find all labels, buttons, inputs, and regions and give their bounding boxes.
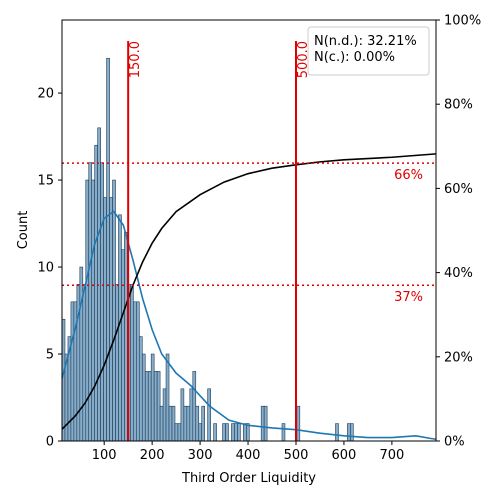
histogram-bar bbox=[153, 371, 158, 442]
y-tick-label: 15 bbox=[37, 174, 54, 189]
x-tick-label: 600 bbox=[332, 448, 357, 463]
histogram-bar bbox=[88, 162, 93, 442]
histogram-bar bbox=[162, 388, 167, 442]
histogram-bar bbox=[97, 127, 101, 442]
histogram-bar bbox=[141, 353, 146, 442]
histogram-bar bbox=[171, 405, 176, 442]
x-axis-label: Third Order Liquidity bbox=[181, 471, 316, 486]
kde-curve bbox=[61, 210, 437, 441]
histogram-bar bbox=[94, 144, 98, 442]
histogram-bar bbox=[82, 284, 87, 442]
histogram-bar bbox=[263, 405, 268, 442]
histogram-bar bbox=[296, 405, 301, 442]
histogram-bar bbox=[138, 336, 143, 442]
legend-line-1: N(n.d.): 32.21% bbox=[314, 34, 417, 49]
x-tick-label: 700 bbox=[379, 448, 404, 463]
histogram-bar bbox=[118, 214, 122, 442]
y-tick-label: 20 bbox=[37, 87, 54, 102]
histogram-bar bbox=[335, 423, 339, 442]
cdf-curve bbox=[61, 153, 437, 430]
x-tick-label: 300 bbox=[188, 448, 213, 463]
histogram-bar bbox=[180, 388, 185, 442]
histogram-bar bbox=[350, 423, 354, 442]
histogram-bar bbox=[243, 423, 247, 442]
histogram-bar bbox=[106, 57, 110, 442]
x-tick-label: 200 bbox=[140, 448, 165, 463]
threshold-label: 500.0 bbox=[296, 41, 311, 78]
histogram-bar bbox=[281, 423, 286, 442]
threshold-label: 150.0 bbox=[128, 41, 143, 78]
histogram-bar bbox=[103, 197, 107, 442]
histogram-bar bbox=[91, 179, 96, 442]
histogram-bar bbox=[159, 405, 164, 442]
histogram-bar bbox=[174, 423, 179, 442]
legend-box: N(n.d.): 32.21% N(c.): 0.00% bbox=[307, 26, 430, 76]
histogram-bar bbox=[177, 423, 182, 442]
histogram-bar bbox=[347, 423, 351, 442]
histogram-bar bbox=[198, 423, 203, 442]
histogram-bar bbox=[260, 405, 265, 442]
histogram-bar bbox=[133, 301, 137, 442]
histogram-bar bbox=[237, 423, 241, 442]
histogram-bar bbox=[192, 371, 197, 442]
histogram-bar bbox=[225, 423, 229, 442]
y-tick-label: 10 bbox=[37, 261, 54, 276]
y2-tick-label: 100% bbox=[444, 14, 481, 29]
histogram-bar bbox=[144, 371, 149, 442]
histogram-bar bbox=[121, 249, 125, 442]
legend-line-2: N(c.): 0.00% bbox=[314, 50, 395, 65]
y2-tick-label: 80% bbox=[444, 98, 473, 113]
histogram-bar bbox=[195, 405, 200, 442]
histogram-bar bbox=[186, 405, 191, 442]
histogram-bar bbox=[168, 405, 173, 442]
histogram-bar bbox=[234, 423, 238, 442]
y2-tick-label: 0% bbox=[444, 435, 465, 450]
histogram-bar bbox=[165, 353, 170, 442]
histogram-bar bbox=[156, 371, 161, 442]
histogram-bar bbox=[136, 301, 140, 442]
y-axis-label: Count bbox=[16, 211, 31, 250]
histogram-bar bbox=[79, 266, 84, 442]
legend-frame bbox=[307, 26, 430, 76]
x-tick-label: 500 bbox=[284, 448, 309, 463]
histogram-bar bbox=[222, 423, 226, 442]
x-tick-label: 400 bbox=[236, 448, 261, 463]
histogram-bar bbox=[130, 284, 134, 442]
histogram-bar bbox=[207, 388, 211, 442]
histogram-bar bbox=[183, 405, 188, 442]
y-tick-label: 0 bbox=[46, 435, 54, 450]
histogram-bar bbox=[201, 405, 205, 442]
histogram-bar bbox=[231, 423, 235, 442]
histogram-bar bbox=[150, 353, 155, 442]
chart-lines: 66% 37% 150.0 500.0 bbox=[61, 41, 437, 441]
histogram-bar bbox=[213, 423, 217, 442]
histogram-bar bbox=[115, 284, 119, 442]
y-axis-left: 0 5 10 15 20 bbox=[37, 87, 62, 450]
y2-tick-label: 20% bbox=[444, 350, 473, 365]
percent-reference-label: 66% bbox=[394, 168, 423, 183]
histogram-bar bbox=[124, 231, 128, 442]
y2-tick-label: 60% bbox=[444, 182, 473, 197]
plot-frame bbox=[61, 19, 437, 442]
histogram-bar bbox=[189, 388, 194, 442]
percent-reference-label: 37% bbox=[394, 290, 423, 305]
y2-tick-label: 40% bbox=[444, 266, 473, 281]
x-axis: 100 200 300 400 500 600 700 bbox=[92, 441, 404, 463]
histogram-bar bbox=[100, 162, 104, 442]
histogram-bar bbox=[112, 179, 116, 442]
y-tick-label: 5 bbox=[46, 348, 54, 363]
histogram-bar bbox=[147, 371, 152, 442]
y-axis-right: 0% 20% 40% 60% 80% 100% bbox=[436, 14, 481, 450]
histogram-bar bbox=[109, 197, 113, 442]
x-tick-label: 100 bbox=[92, 448, 117, 463]
